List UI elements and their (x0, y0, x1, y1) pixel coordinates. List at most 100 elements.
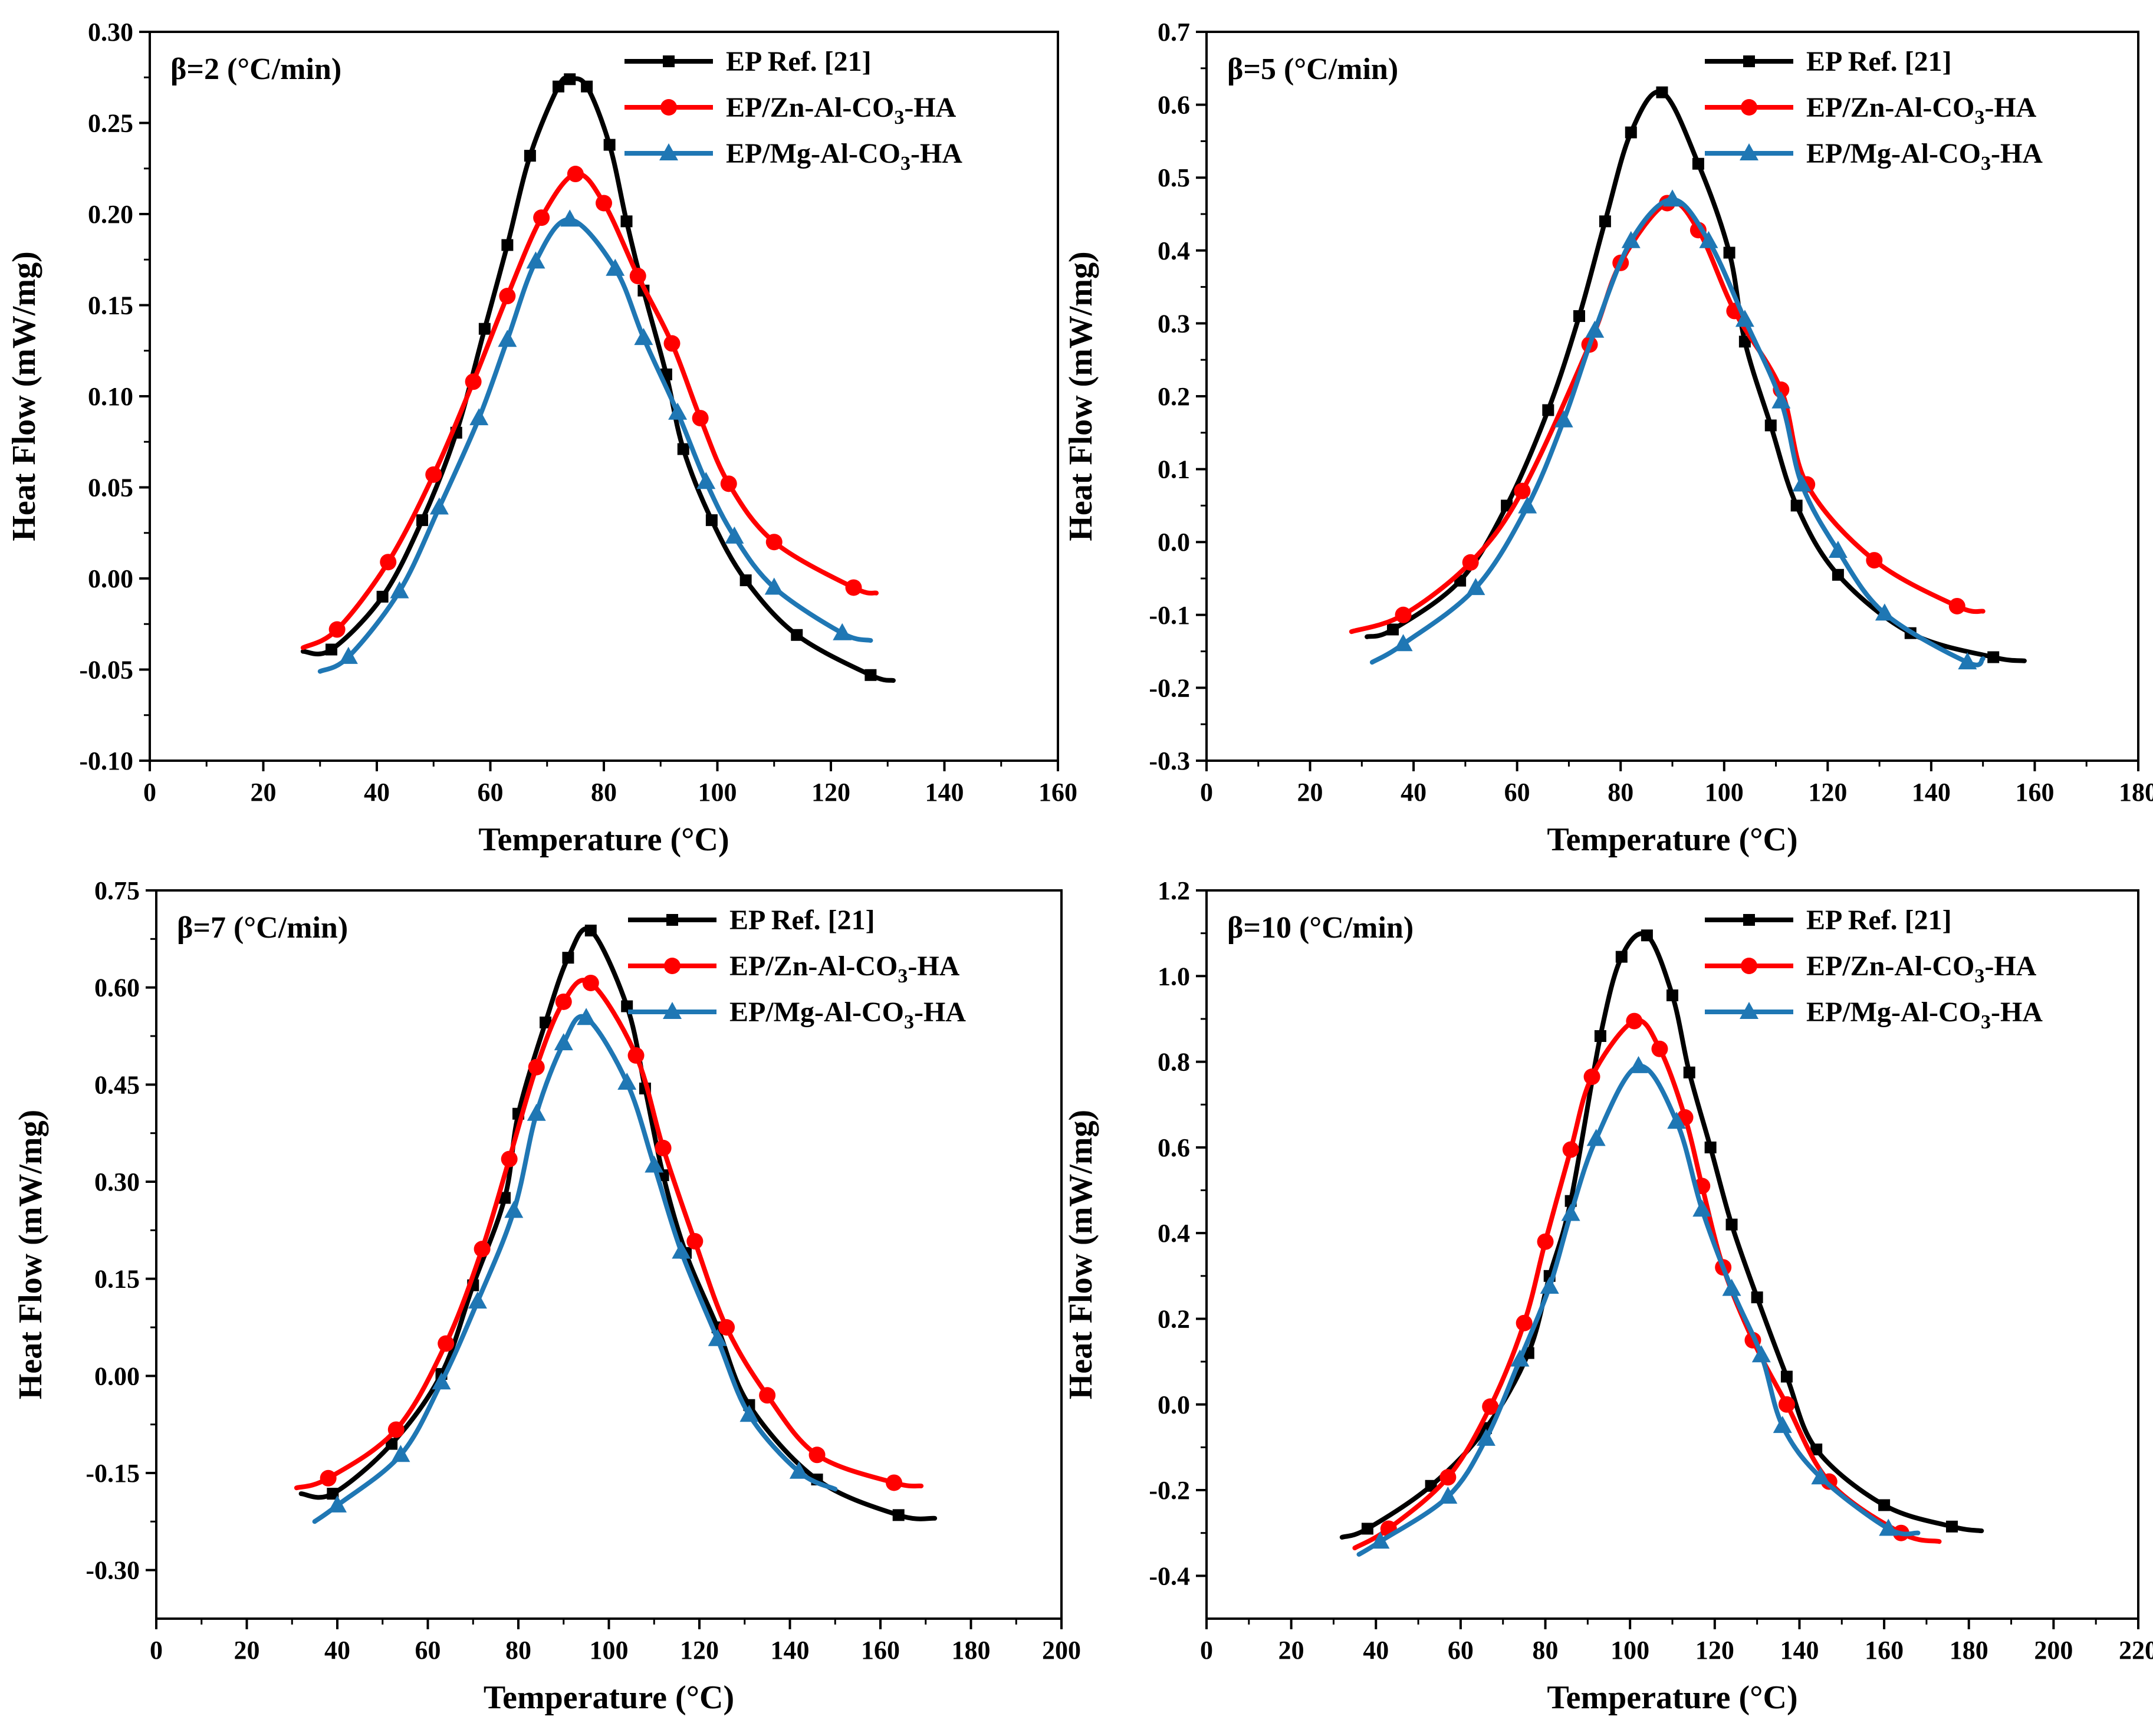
y-tick-label: 0.20 (88, 200, 133, 229)
x-tick-label: 180 (952, 1636, 991, 1665)
data-point (668, 402, 688, 420)
legend-entry-1: EP Ref. [21] (1705, 46, 1952, 77)
data-point (696, 472, 716, 489)
legend-entry-2: EP/Zn-Al-CO3-HA (1705, 92, 2037, 129)
data-point (1780, 1370, 1793, 1383)
y-tick-label: 0.4 (1158, 1219, 1190, 1248)
data-point (1615, 951, 1628, 963)
legend-label-main: EP Ref. [21] (1806, 905, 1952, 936)
chart-panel-4: 0 20 40 60 80 100 120 140 160 180 200 220 -0.4 -0.2 0.… (1063, 876, 2153, 1716)
data-point (326, 643, 337, 656)
data-point (1585, 320, 1605, 338)
data-point (725, 526, 744, 544)
legend-entry-1: EP Ref. [21] (628, 905, 875, 936)
data-point (621, 1000, 633, 1012)
data-point (1792, 474, 1812, 492)
heating-rate-label: β=2 (°C/min) (170, 52, 341, 86)
series-line (1349, 199, 1986, 634)
data-point (501, 239, 514, 251)
legend-label: EP/Zn-Al-CO3-HA (1806, 951, 2037, 987)
legend-label-main: EP/Zn-Al-CO (1806, 92, 1974, 123)
data-point (438, 1335, 455, 1352)
x-axis-title: Temperature (°C) (1547, 1679, 1797, 1716)
legend-label-tail: -HA (1991, 997, 2043, 1028)
y-tick-label: 0.25 (88, 109, 133, 138)
data-point (1626, 1012, 1643, 1030)
x-tick-label: 60 (1504, 778, 1530, 807)
data-point (1666, 989, 1678, 1001)
data-point (1735, 310, 1754, 327)
heating-rate-label: β=7 (°C/min) (177, 911, 348, 945)
data-point (1561, 1204, 1580, 1221)
data-point (1583, 1068, 1600, 1086)
data-point (386, 1438, 398, 1450)
data-point (1542, 404, 1554, 416)
y-tick-label: 0.7 (1158, 18, 1190, 47)
data-point (1699, 231, 1718, 248)
legend-marker (1740, 1002, 1758, 1019)
data-point (1621, 231, 1641, 248)
y-tick-label: -0.15 (86, 1459, 140, 1488)
legend-label: EP/Mg-Al-CO3-HA (1806, 138, 2043, 175)
legend-label-subscript: 3 (1974, 965, 1984, 987)
x-tick-label: 180 (2119, 778, 2153, 807)
legend-label-subscript: 3 (1981, 1011, 1991, 1033)
data-point (845, 579, 862, 596)
legend-entry-2: EP/Zn-Al-CO3-HA (1705, 951, 2037, 987)
x-axis-title: Temperature (°C) (478, 821, 729, 858)
y-axis-title: Heat Flow (mW/mg) (12, 1110, 49, 1399)
data-point (1948, 597, 1965, 614)
y-axis-title: Heat Flow (mW/mg) (1063, 1110, 1099, 1399)
legend-label-main: EP/Zn-Al-CO (726, 92, 894, 123)
data-point (1594, 1030, 1606, 1042)
y-tick-label: 0.5 (1158, 163, 1190, 192)
data-point (1738, 336, 1751, 348)
y-tick-label: 0.30 (94, 1168, 140, 1196)
x-tick-label: 140 (771, 1636, 810, 1665)
data-point (1958, 652, 1977, 670)
y-tick-label: 0.15 (88, 291, 133, 320)
x-tick-label: 80 (505, 1636, 531, 1665)
chart-panel-3: 0 20 40 60 80 100 120 140 160 180 200 -0.30 -0.15 0.0… (12, 876, 1081, 1716)
data-point (1832, 568, 1844, 581)
legend-label-main: EP Ref. [21] (1806, 46, 1952, 77)
data-point (886, 1474, 903, 1491)
data-point (1466, 578, 1485, 596)
x-tick-label: 0 (150, 1636, 163, 1665)
x-tick-label: 140 (1912, 778, 1951, 807)
data-point (1778, 1396, 1795, 1413)
y-tick-label: 0.10 (88, 382, 133, 411)
y-tick-label: 0.00 (94, 1362, 140, 1390)
data-point (1875, 603, 1894, 621)
x-tick-label: 160 (1038, 778, 1077, 807)
data-point (1370, 1531, 1390, 1549)
data-point (533, 209, 550, 226)
data-point (1586, 1129, 1606, 1146)
y-tick-label: 0.2 (1158, 1304, 1190, 1333)
legend-label: EP/Zn-Al-CO3-HA (1806, 92, 2037, 129)
y-tick-label: -0.4 (1149, 1561, 1190, 1590)
legend-entry-3: EP/Mg-Al-CO3-HA (1705, 997, 2043, 1033)
data-point (432, 1372, 451, 1390)
data-point (718, 1319, 735, 1336)
x-tick-label: 0 (143, 778, 156, 807)
series-3 (312, 1008, 838, 1524)
data-point (1516, 1314, 1533, 1331)
x-tick-label: 160 (861, 1636, 900, 1665)
x-tick-label: 120 (1808, 778, 1847, 807)
legend-marker (663, 55, 675, 67)
data-point (416, 514, 428, 527)
series-2 (300, 166, 879, 650)
series-line (312, 1014, 838, 1524)
x-tick-label: 160 (2015, 778, 2054, 807)
data-point (380, 554, 397, 571)
data-point (1692, 1199, 1712, 1217)
x-tick-label: 140 (1780, 1636, 1819, 1665)
legend-marker (1743, 914, 1755, 926)
legend-label-subscript: 3 (898, 965, 908, 987)
y-tick-label: -0.3 (1149, 747, 1190, 775)
data-point (1651, 1040, 1668, 1057)
data-point (1462, 554, 1479, 571)
legend-entry-2: EP/Zn-Al-CO3-HA (624, 92, 956, 129)
data-point (562, 952, 574, 964)
